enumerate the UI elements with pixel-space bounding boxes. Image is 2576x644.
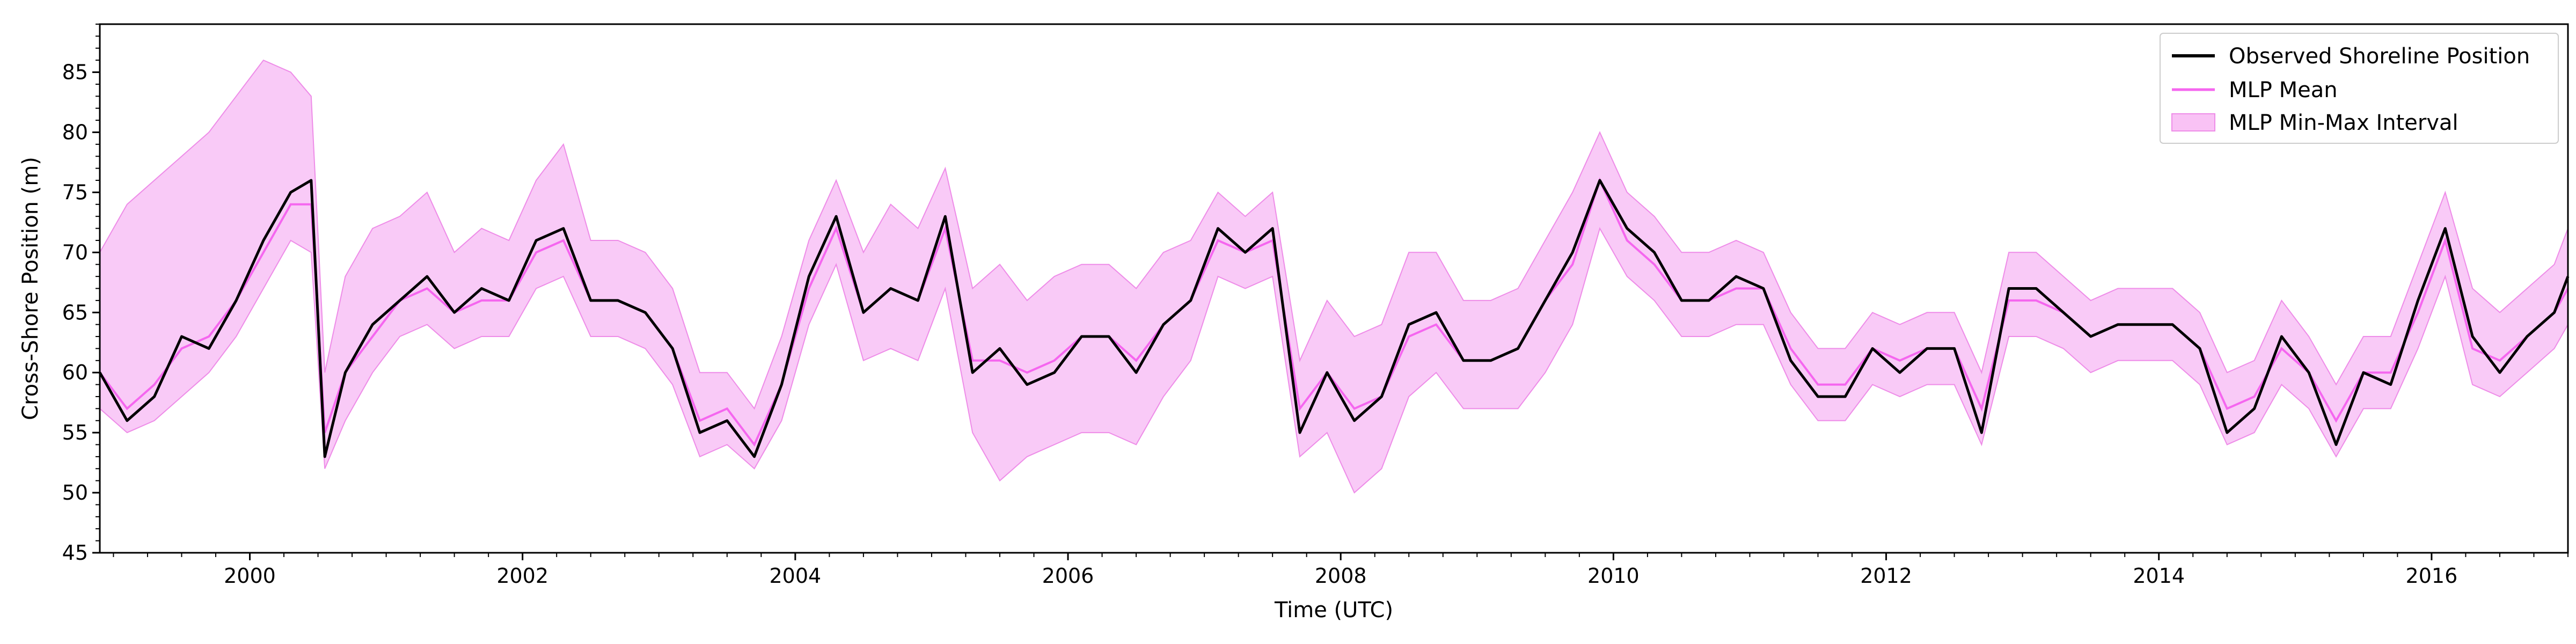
x-tick-label: 2000 xyxy=(224,564,276,588)
y-tick-label: 45 xyxy=(62,541,88,565)
y-tick-label: 50 xyxy=(62,481,88,504)
y-tick-label: 65 xyxy=(62,301,88,324)
y-tick-label: 70 xyxy=(62,240,88,264)
x-tick-label: 2014 xyxy=(2133,564,2185,588)
x-axis-title: Time (UTC) xyxy=(1274,598,1393,623)
x-tick-label: 2004 xyxy=(769,564,821,588)
x-tick-label: 2008 xyxy=(1315,564,1367,588)
observed-shoreline-line xyxy=(98,179,2570,458)
y-tick-label: 85 xyxy=(62,61,88,84)
legend-box xyxy=(2160,33,2559,144)
y-tick-label: 75 xyxy=(62,180,88,204)
x-tick-label: 2002 xyxy=(496,564,548,588)
x-axis-ticks: 2000 2002 2004 2006 2008 2010 2012 2014 2016 xyxy=(113,553,2568,588)
y-axis-title: Cross-Shore Position (m) xyxy=(18,157,43,420)
x-tick-label: 2012 xyxy=(1860,564,1912,588)
legend-mean-label: MLP Mean xyxy=(2229,78,2338,103)
legend-band-label: MLP Min-Max Interval xyxy=(2229,111,2458,135)
legend-band-swatch xyxy=(2171,113,2215,131)
y-tick-label: 55 xyxy=(62,421,88,444)
y-tick-label: 80 xyxy=(62,120,88,144)
legend: Observed Shoreline Position MLP Mean MLP… xyxy=(2160,33,2559,144)
legend-observed-label: Observed Shoreline Position xyxy=(2229,44,2530,69)
x-tick-label: 2010 xyxy=(1587,564,1640,588)
y-tick-label: 60 xyxy=(62,361,88,384)
y-axis-ticks: 45 50 55 60 65 70 75 80 85 xyxy=(62,24,100,565)
x-tick-label: 2006 xyxy=(1042,564,1094,588)
x-tick-label: 2016 xyxy=(2406,564,2458,588)
